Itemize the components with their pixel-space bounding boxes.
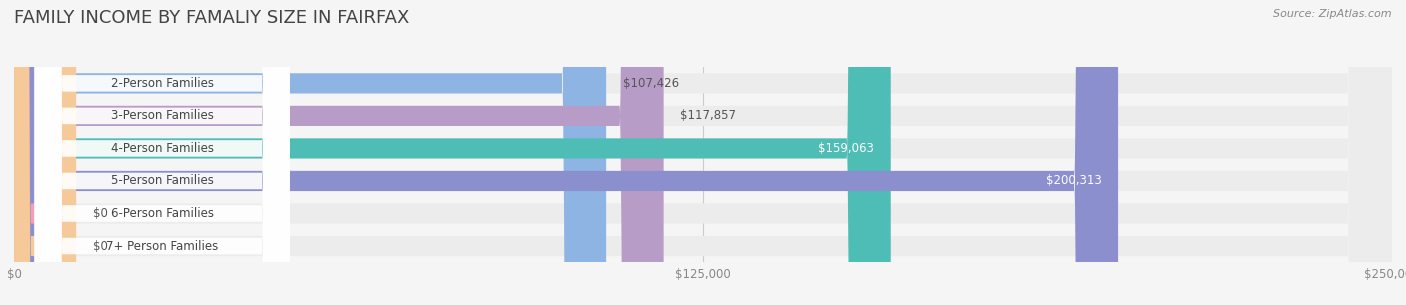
Text: $0: $0: [93, 239, 107, 253]
FancyBboxPatch shape: [14, 0, 1392, 305]
Text: 5-Person Families: 5-Person Families: [111, 174, 214, 188]
FancyBboxPatch shape: [14, 0, 1392, 305]
Text: 4-Person Families: 4-Person Families: [111, 142, 214, 155]
Text: FAMILY INCOME BY FAMALIY SIZE IN FAIRFAX: FAMILY INCOME BY FAMALIY SIZE IN FAIRFAX: [14, 9, 409, 27]
FancyBboxPatch shape: [14, 0, 76, 305]
Text: Source: ZipAtlas.com: Source: ZipAtlas.com: [1274, 9, 1392, 19]
FancyBboxPatch shape: [35, 0, 290, 305]
FancyBboxPatch shape: [14, 0, 1392, 305]
FancyBboxPatch shape: [14, 0, 1392, 305]
FancyBboxPatch shape: [35, 0, 290, 305]
FancyBboxPatch shape: [14, 0, 76, 305]
FancyBboxPatch shape: [14, 0, 891, 305]
Text: 6-Person Families: 6-Person Families: [111, 207, 214, 220]
Text: $107,426: $107,426: [623, 77, 679, 90]
FancyBboxPatch shape: [14, 0, 1118, 305]
FancyBboxPatch shape: [35, 0, 290, 305]
Text: $0: $0: [93, 207, 107, 220]
FancyBboxPatch shape: [14, 0, 1392, 305]
Text: $159,063: $159,063: [818, 142, 875, 155]
Text: $117,857: $117,857: [681, 109, 737, 122]
FancyBboxPatch shape: [35, 0, 290, 305]
FancyBboxPatch shape: [35, 0, 290, 305]
Text: 3-Person Families: 3-Person Families: [111, 109, 214, 122]
Text: $200,313: $200,313: [1046, 174, 1101, 188]
FancyBboxPatch shape: [35, 0, 290, 305]
Text: 7+ Person Families: 7+ Person Families: [105, 239, 218, 253]
FancyBboxPatch shape: [14, 0, 664, 305]
FancyBboxPatch shape: [14, 0, 606, 305]
Text: 2-Person Families: 2-Person Families: [111, 77, 214, 90]
FancyBboxPatch shape: [14, 0, 1392, 305]
